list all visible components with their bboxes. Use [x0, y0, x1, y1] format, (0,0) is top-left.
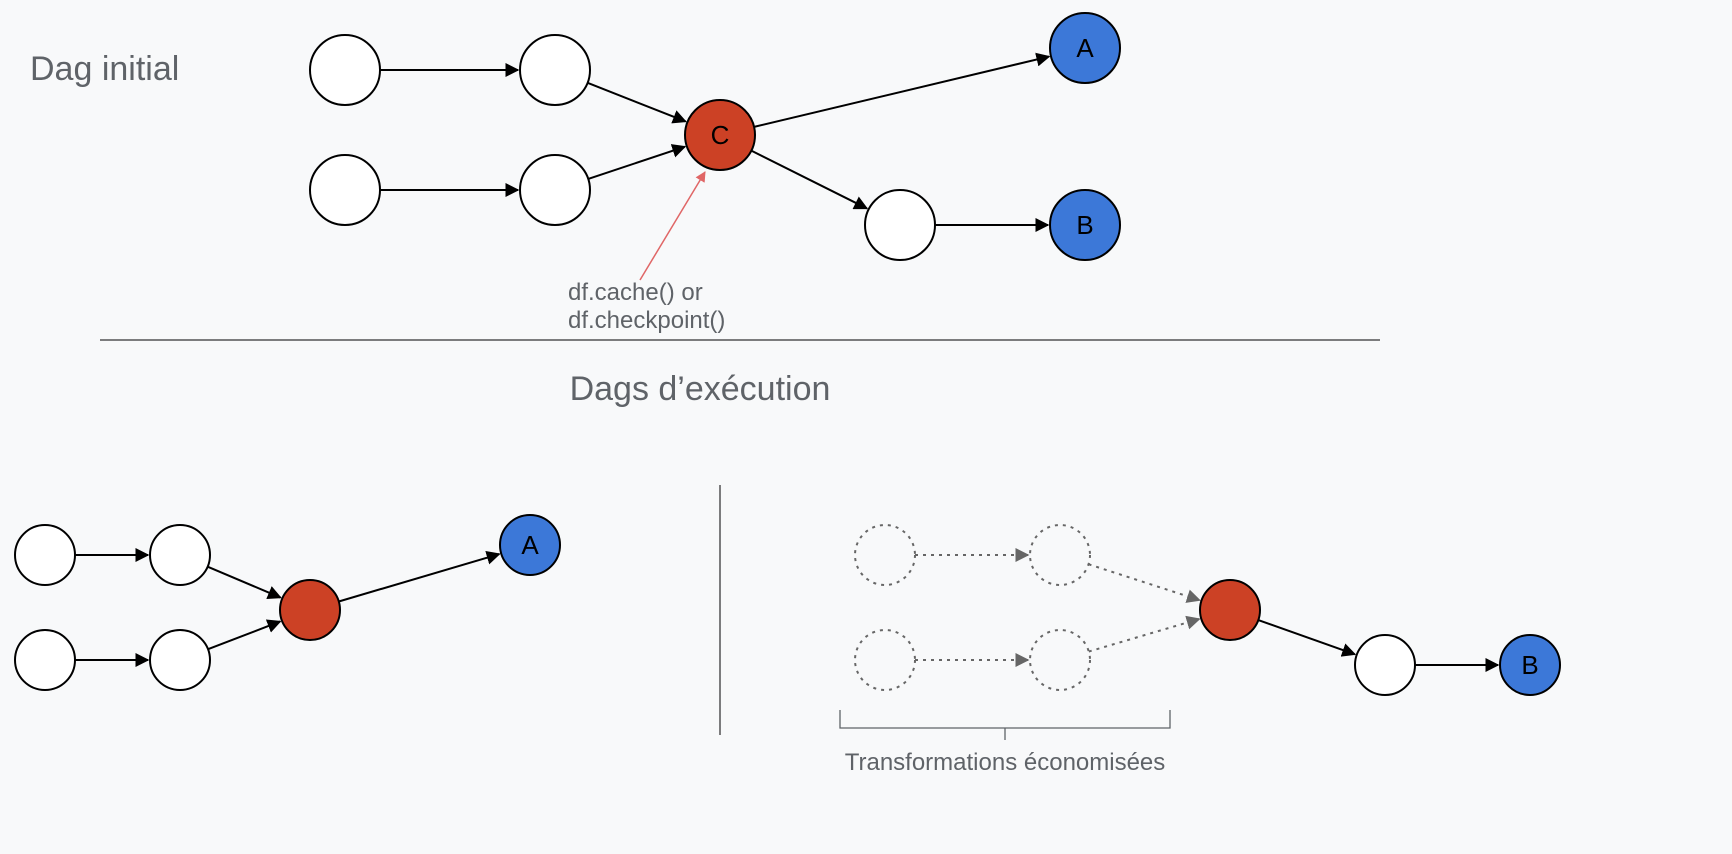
dag-node	[520, 35, 590, 105]
dag-node	[150, 630, 210, 690]
dag-node-label: B	[1521, 650, 1538, 680]
dag-node	[520, 155, 590, 225]
dag-node	[1200, 580, 1260, 640]
title-dags-execution: Dags d’exécution	[570, 370, 831, 408]
dag-node	[855, 525, 915, 585]
dag-edge	[208, 567, 281, 598]
dag-edge	[588, 147, 685, 179]
annotation-arrow	[640, 172, 705, 280]
dag-edge	[1089, 619, 1200, 652]
dag-node	[1030, 525, 1090, 585]
bracket	[840, 710, 1170, 728]
dag-node	[865, 190, 935, 260]
dag-edge	[751, 151, 867, 209]
dag-node	[310, 155, 380, 225]
dag-edge	[208, 621, 280, 649]
bracket-label: Transformations économisées	[845, 749, 1166, 776]
dag-node	[1355, 635, 1415, 695]
title-dag-initial: Dag initial	[30, 50, 179, 88]
dag-edge	[339, 554, 500, 601]
dag-edge	[754, 57, 1049, 127]
dag-edge	[1258, 620, 1355, 654]
diagram-svg: Dag initial C A Bdf.cache() ordf.checkpoint…	[0, 0, 1732, 854]
dag-node-label: C	[711, 120, 730, 150]
dag-edge	[1089, 564, 1200, 600]
dag-node	[280, 580, 340, 640]
dag-node	[1030, 630, 1090, 690]
dag-node	[310, 35, 380, 105]
dag-node-label: A	[1076, 33, 1094, 63]
cache-annotation-line1: df.cache() or	[568, 279, 703, 306]
dag-node	[855, 630, 915, 690]
dag-node	[15, 525, 75, 585]
dag-node-label: B	[1076, 210, 1093, 240]
dag-edge	[588, 83, 686, 122]
dag-node	[15, 630, 75, 690]
cache-annotation-line2: df.checkpoint()	[568, 307, 725, 334]
dag-node	[150, 525, 210, 585]
dag-node-label: A	[521, 530, 539, 560]
